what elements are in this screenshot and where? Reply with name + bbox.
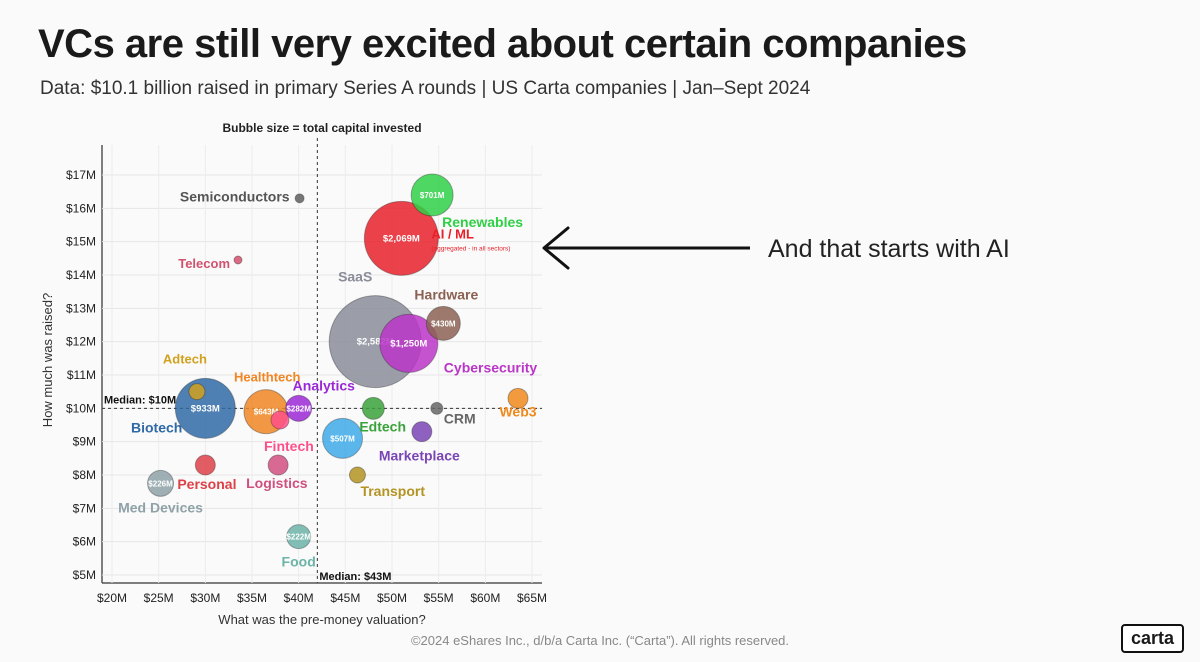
label-med-devices: Med Devices	[118, 499, 203, 515]
y-tick-label: $11M	[67, 368, 96, 382]
y-axis-label: How much was raised?	[40, 293, 55, 427]
bubble-web3	[507, 387, 529, 409]
page-title: VCs are still very excited about certain…	[38, 22, 967, 66]
label-analytics: Analytics	[293, 377, 355, 393]
y-tick-label: $9M	[73, 435, 96, 449]
label-renewables: Renewables	[442, 214, 523, 230]
x-tick-label: $65M	[517, 591, 547, 605]
bubble-ai-ml	[363, 200, 439, 276]
y-tick-label: $8M	[73, 468, 96, 482]
label-cybersecurity: Cybersecurity	[444, 359, 538, 375]
bubble-telecom	[233, 255, 243, 265]
label-saas: SaaS	[338, 269, 372, 285]
bubble-value-cybersecurity: $1,250M	[390, 338, 427, 349]
label-logistics: Logistics	[246, 475, 308, 491]
y-tick-label: $14M	[66, 268, 96, 282]
label-crm: CRM	[444, 410, 476, 426]
bubble-hardware	[425, 305, 461, 341]
bubble-value-saas: $2,582M	[357, 337, 394, 348]
bubble-value-healthtech: $643M	[254, 408, 279, 417]
label-ai-ml: AI / ML	[431, 226, 474, 241]
x-tick-label: $50M	[377, 591, 407, 605]
bubble-semiconductors	[294, 193, 305, 204]
bubble-fintech	[270, 410, 290, 430]
label-hardware: Hardware	[414, 286, 478, 302]
bubble-adtech	[188, 383, 206, 401]
y-tick-label: $15M	[66, 235, 96, 249]
bubble-edtech-blue	[322, 417, 364, 459]
bubble-value-med-devices: $226M	[148, 479, 173, 488]
bubble-value-food: $222M	[286, 533, 311, 542]
sublabel-ai-ml: (aggregated - in all sectors)	[431, 245, 510, 252]
bubble-value-renewables: $701M	[420, 191, 445, 200]
bubble-value-edtech-blue: $507M	[330, 434, 355, 443]
bubble-crm	[430, 401, 444, 415]
bubble-value-biotech: $933M	[191, 403, 220, 414]
bubble-transport	[348, 466, 366, 484]
y-tick-label: $17M	[66, 168, 96, 182]
x-tick-label: $30M	[190, 591, 220, 605]
y-tick-label: $12M	[66, 335, 96, 349]
bubble-value-hardware: $430M	[431, 319, 456, 328]
label-edtech: Edtech	[359, 418, 406, 434]
bubble-personal	[194, 454, 216, 476]
y-tick-label: $16M	[66, 201, 96, 215]
x-axis-label: What was the pre-money valuation?	[218, 612, 425, 627]
bubble-marketplace	[411, 421, 433, 443]
bubble-value-analytics: $282M	[286, 404, 311, 413]
x-tick-label: $20M	[97, 591, 127, 605]
label-food: Food	[282, 554, 316, 570]
y-tick-label: $13M	[66, 301, 96, 315]
bubble-cybersecurity	[379, 313, 439, 373]
x-tick-label: $60M	[470, 591, 500, 605]
x-tick-label: $25M	[144, 591, 174, 605]
y-tick-label: $5M	[73, 568, 96, 582]
bubble-edtech	[361, 396, 385, 420]
callout-arrow	[542, 226, 750, 270]
chart-title: Bubble size = total capital invested	[222, 121, 421, 135]
y-tick-label: $10M	[66, 401, 96, 415]
bubble-food	[286, 524, 312, 550]
label-personal: Personal	[177, 476, 236, 492]
label-transport: Transport	[360, 483, 425, 499]
median-y-label: Median: $10M	[104, 394, 176, 406]
y-tick-label: $7M	[73, 501, 96, 515]
label-fintech: Fintech	[264, 438, 314, 454]
label-semiconductors: Semiconductors	[180, 188, 290, 204]
bubble-logistics	[267, 454, 289, 476]
y-tick-label: $6M	[73, 535, 96, 549]
x-tick-label: $45M	[330, 591, 360, 605]
label-telecom: Telecom	[178, 256, 230, 271]
label-web3: Web3	[499, 403, 536, 419]
x-tick-label: $55M	[424, 591, 454, 605]
carta-logo: carta	[1120, 624, 1184, 653]
bubble-analytics	[285, 394, 313, 422]
x-tick-label: $35M	[237, 591, 267, 605]
copyright-footer: ©2024 eShares Inc., d/b/a Carta Inc. (“C…	[410, 633, 790, 648]
label-marketplace: Marketplace	[379, 448, 460, 464]
bubble-value-ai-ml: $2,069M	[383, 233, 420, 244]
label-adtech: Adtech	[163, 352, 207, 367]
bubble-med-devices	[147, 469, 175, 497]
page-subtitle: Data: $10.1 billion raised in primary Se…	[40, 78, 811, 99]
x-tick-label: $40M	[284, 591, 314, 605]
label-healthtech: Healthtech	[234, 370, 301, 385]
label-biotech: Biotech	[131, 419, 182, 435]
median-x-label: Median: $43M	[319, 571, 391, 583]
callout-text: And that starts with AI	[768, 235, 1010, 263]
bubble-renewables	[410, 173, 454, 217]
